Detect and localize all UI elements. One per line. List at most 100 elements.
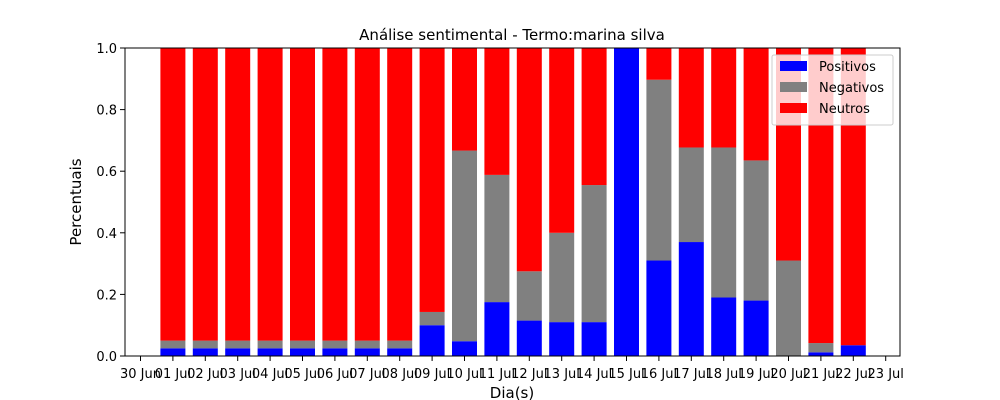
bar-neutros-4: [257, 48, 283, 341]
bar-positivos-15: [614, 48, 639, 356]
bar-neutros-18: [711, 48, 737, 148]
legend-label-negativos: Negativos: [819, 81, 884, 96]
x-tick-label: 12 Jul: [511, 367, 547, 382]
bar-negativos-18: [711, 147, 737, 298]
bar-neutros-14: [581, 48, 607, 186]
x-tick-label: 23 Jul: [868, 367, 904, 382]
legend-label-positivos: Positivos: [819, 60, 876, 75]
bar-positivos-4: [257, 348, 283, 356]
x-tick-label: 05 Jul: [284, 367, 320, 382]
bar-negativos-2: [192, 340, 218, 349]
bar-positivos-2: [192, 348, 218, 356]
bar-neutros-8: [387, 48, 413, 341]
x-tick-label: 21 Jul: [803, 367, 839, 382]
bar-positivos-10: [452, 341, 477, 356]
bar-neutros-9: [419, 48, 445, 312]
x-tick-label: 20 Jul: [770, 367, 806, 382]
bar-neutros-19: [743, 48, 769, 161]
x-tick-label: 04 Jul: [252, 367, 288, 382]
bar-positivos-13: [549, 322, 575, 356]
bar-negativos-3: [225, 340, 251, 349]
x-tick-label: 06 Jul: [317, 367, 353, 382]
x-axis-label: Dia(s): [490, 384, 534, 400]
bar-positivos-19: [743, 300, 769, 356]
x-tick-label: 07 Jul: [349, 367, 385, 382]
bar-negativos-17: [678, 147, 704, 243]
bar-negativos-13: [549, 232, 575, 323]
bars: [160, 48, 866, 356]
bar-neutros-13: [549, 48, 575, 233]
y-tick-label: 0.8: [96, 104, 117, 119]
bar-positivos-22: [840, 345, 866, 356]
bar-neutros-16: [646, 48, 672, 80]
bar-positivos-11: [484, 302, 510, 356]
x-tick-label: 16 Jul: [641, 367, 677, 382]
x-tick-label: 03 Jul: [220, 367, 256, 382]
bar-negativos-14: [581, 185, 607, 323]
x-tick-label: 10 Jul: [446, 367, 482, 382]
x-tick-label: 01 Jul: [155, 367, 191, 382]
y-tick-label: 0.0: [96, 350, 117, 365]
x-tick-label: 02 Jul: [187, 367, 223, 382]
bar-negativos-10: [452, 150, 477, 342]
legend-swatch-neutros: [780, 103, 807, 113]
bar-negativos-12: [516, 271, 542, 321]
bar-neutros-3: [225, 48, 251, 341]
bar-negativos-7: [354, 340, 380, 349]
y-tick-label: 1.0: [96, 42, 117, 57]
bar-neutros-1: [160, 48, 186, 341]
bar-positivos-12: [516, 320, 542, 356]
bar-negativos-16: [646, 79, 672, 261]
x-tick-label: 18 Jul: [706, 367, 742, 382]
bar-positivos-16: [646, 260, 672, 356]
x-tick-label: 14 Jul: [576, 367, 612, 382]
legend-swatch-positivos: [780, 61, 807, 71]
x-tick-label: 15 Jul: [608, 367, 644, 382]
bar-neutros-7: [354, 48, 380, 341]
bar-positivos-8: [387, 348, 413, 356]
x-tick-label: 17 Jul: [673, 367, 709, 382]
bar-positivos-6: [322, 348, 348, 356]
x-tick-label: 11 Jul: [479, 367, 515, 382]
bar-negativos-19: [743, 160, 769, 301]
legend-label-neutros: Neutros: [819, 102, 870, 117]
bar-positivos-17: [678, 242, 704, 356]
x-tick-label: 08 Jul: [382, 367, 418, 382]
x-tick-label: 09 Jul: [414, 367, 450, 382]
legend-swatch-negativos: [780, 82, 807, 92]
bar-positivos-1: [160, 348, 186, 356]
bar-positivos-3: [225, 348, 251, 356]
plot-frame: [124, 47, 901, 357]
y-tick-label: 0.6: [96, 165, 117, 180]
bar-neutros-17: [678, 48, 704, 148]
bar-negativos-21: [808, 343, 834, 353]
bar-negativos-1: [160, 340, 186, 349]
x-tick-label: 22 Jul: [835, 367, 871, 382]
x-tick-label: 19 Jul: [738, 367, 774, 382]
bar-negativos-8: [387, 340, 413, 349]
bar-neutros-12: [516, 48, 542, 272]
y-tick-label: 0.2: [96, 288, 117, 303]
bar-negativos-11: [484, 174, 510, 303]
bar-negativos-20: [776, 260, 801, 356]
y-tick-label: 0.4: [96, 227, 117, 242]
bar-negativos-4: [257, 340, 283, 349]
legend: Positivos Negativos Neutros: [771, 54, 894, 126]
bar-neutros-6: [322, 48, 348, 341]
bar-positivos-5: [290, 348, 315, 356]
y-axis-label: Percentuais: [67, 158, 85, 245]
x-tick-label: 30 Jun: [120, 367, 161, 382]
bar-neutros-5: [290, 48, 315, 341]
bar-negativos-6: [322, 340, 348, 349]
bar-positivos-18: [711, 297, 737, 356]
x-tick-label: 13 Jul: [544, 367, 580, 382]
bar-negativos-5: [290, 340, 315, 349]
chart-title: Análise sentimental - Termo:marina silva: [359, 26, 665, 44]
y-axis: 0.0 0.2 0.4 0.6 0.8 1.0: [96, 42, 125, 365]
bar-neutros-2: [192, 48, 218, 341]
bar-positivos-21: [808, 352, 834, 356]
bar-positivos-14: [581, 322, 607, 356]
bar-negativos-9: [419, 311, 445, 326]
